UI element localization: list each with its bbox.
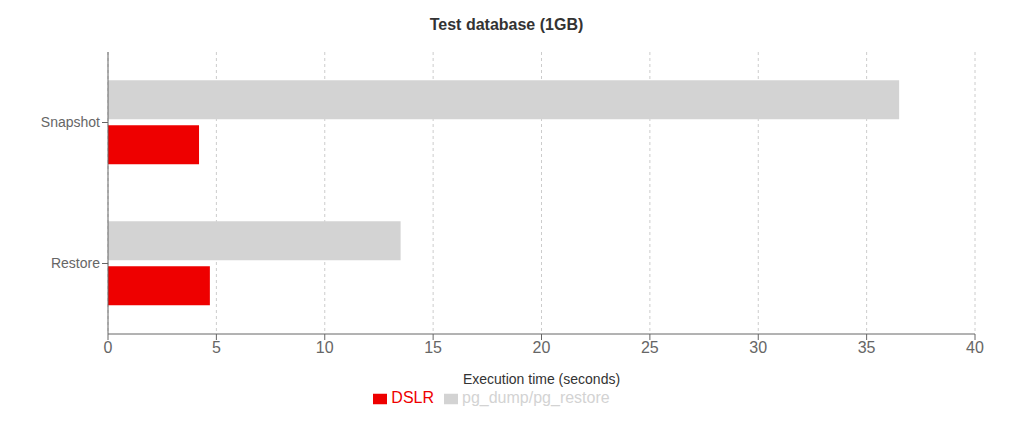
svg-text:20: 20 [533,339,551,356]
svg-text:10: 10 [316,339,334,356]
html-text:pg_dump/pg_restore: pg_dump/pg_restore [462,389,610,406]
html-text:DSLR: DSLR [391,389,434,406]
svg-text:Restore: Restore [51,255,100,271]
svg-text:40: 40 [966,339,984,356]
html-text:Test database (1GB): Test database (1GB) [429,16,584,33]
svg-text:15: 15 [424,339,442,356]
svg-text:Execution time (seconds): Execution time (seconds) [463,371,620,387]
svg-text:25: 25 [641,339,659,356]
svg-text:30: 30 [749,339,767,356]
svg-text:35: 35 [858,339,876,356]
svg-text:5: 5 [212,339,221,356]
svg-text:0: 0 [104,339,113,356]
svg-text:Snapshot: Snapshot [41,114,100,130]
